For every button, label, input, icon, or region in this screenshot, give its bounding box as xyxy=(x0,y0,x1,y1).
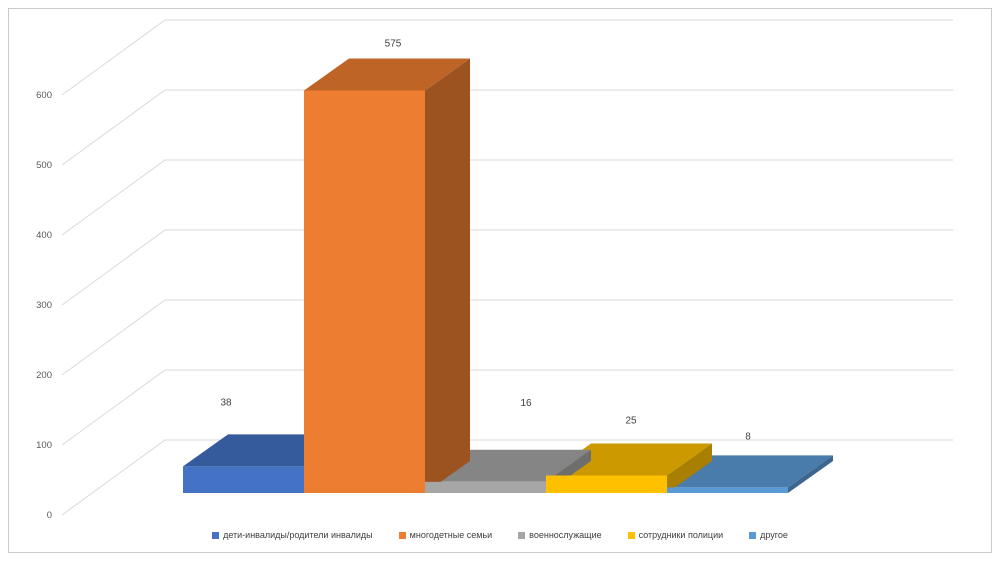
value-labels-group: 38 575 16 25 8 xyxy=(220,39,751,443)
bar-side-face-4 xyxy=(788,455,833,493)
gridline-200 xyxy=(61,299,953,376)
y-tick-label-600: 600 xyxy=(36,90,52,101)
legend-item-4: другое xyxy=(749,530,788,540)
legend-swatch-icon xyxy=(398,531,406,539)
gridline-0 xyxy=(61,439,953,516)
legend-item-0: дети-инвалиды/родители инвалиды xyxy=(212,530,373,540)
bars-front-faces-group xyxy=(183,90,788,493)
value-label-3: 25 xyxy=(625,416,637,427)
value-label-1: 575 xyxy=(385,39,402,50)
gridline-600 xyxy=(61,19,953,96)
chart-legend: дети-инвалиды/родители инвалиды многодетн… xyxy=(0,530,1000,540)
y-tick-label-500: 500 xyxy=(36,160,52,171)
legend-label: сотрудники полиции xyxy=(638,530,724,540)
legend-swatch-icon xyxy=(627,531,635,539)
gridline-100 xyxy=(61,369,953,446)
bar-2 xyxy=(425,481,546,493)
legend-label: военнослужащие xyxy=(529,530,602,540)
legend-swatch-icon xyxy=(749,531,757,539)
gridlines-group xyxy=(61,19,953,516)
gridline-300 xyxy=(61,229,953,306)
legend-swatch-icon xyxy=(518,531,526,539)
y-tick-label-100: 100 xyxy=(36,440,52,451)
bar-side-face-1 xyxy=(425,58,470,493)
value-label-2: 16 xyxy=(520,398,532,409)
legend-item-3: сотрудники полиции xyxy=(627,530,724,540)
y-axis-tick-labels-group: 0 100 200 300 400 500 600 xyxy=(36,90,52,521)
value-label-0: 38 xyxy=(220,397,232,408)
legend-label: дети-инвалиды/родители инвалиды xyxy=(223,530,373,540)
legend-label: другое xyxy=(760,530,788,540)
legend-item-2: военнослужащие xyxy=(518,530,602,540)
value-label-4: 8 xyxy=(745,431,751,442)
gridline-400 xyxy=(61,159,953,236)
bar-0 xyxy=(183,466,304,493)
legend-swatch-icon xyxy=(212,531,220,539)
bar-side-face-3 xyxy=(667,443,712,493)
bar-3 xyxy=(546,475,667,493)
y-tick-label-200: 200 xyxy=(36,370,52,381)
gridline-500 xyxy=(61,89,953,166)
bar-1 xyxy=(304,90,425,493)
bar-top-face-1 xyxy=(304,58,470,91)
legend-item-1: многодетные семьи xyxy=(398,530,493,540)
legend-label: многодетные семьи xyxy=(409,530,493,540)
bar-4 xyxy=(667,487,788,493)
y-tick-label-400: 400 xyxy=(36,230,52,241)
y-tick-label-0: 0 xyxy=(47,510,52,521)
y-tick-label-300: 300 xyxy=(36,300,52,311)
bars-back-faces-group xyxy=(183,58,833,493)
